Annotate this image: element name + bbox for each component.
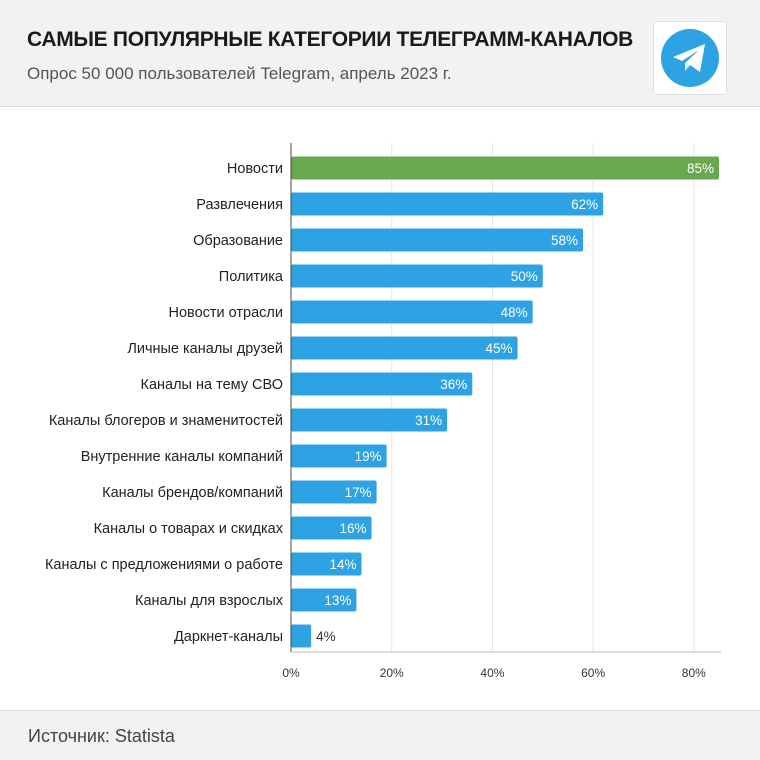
bar bbox=[291, 552, 362, 576]
bar bbox=[291, 624, 312, 648]
category-label: Каналы на тему СВО bbox=[141, 377, 284, 393]
bar bbox=[291, 336, 518, 360]
bar bbox=[291, 408, 448, 432]
bar-chart: 0% 20% 40% 60% 80% Новости 85% Развлечения 62% Об… bbox=[45, 143, 721, 680]
value-label: 17% bbox=[345, 485, 372, 500]
value-label: 50% bbox=[511, 269, 538, 284]
grid-lines bbox=[391, 143, 695, 652]
x-tick-label: 40% bbox=[480, 666, 504, 680]
x-tick-label: 60% bbox=[581, 666, 605, 680]
category-label: Новости отрасли bbox=[169, 305, 284, 321]
axes bbox=[290, 143, 721, 653]
bar bbox=[291, 264, 543, 288]
value-label: 45% bbox=[486, 341, 513, 356]
chart-footer: Источник: Statista bbox=[0, 710, 760, 760]
bar bbox=[291, 300, 533, 324]
category-label: Новости bbox=[227, 161, 283, 177]
category-label: Каналы с предложениями о работе bbox=[45, 557, 283, 573]
value-label: 16% bbox=[340, 521, 367, 536]
category-label: Каналы брендов/компаний bbox=[102, 485, 283, 501]
value-label: 48% bbox=[501, 305, 528, 320]
logo-circle bbox=[661, 29, 719, 87]
value-label: 85% bbox=[687, 161, 714, 176]
category-label: Личные каналы друзей bbox=[127, 341, 283, 357]
value-label: 13% bbox=[324, 593, 351, 608]
value-label: 58% bbox=[551, 233, 578, 248]
bar bbox=[291, 228, 584, 252]
category-label: Даркнет-каналы bbox=[174, 629, 283, 645]
category-label: Каналы блогеров и знаменитостей bbox=[49, 413, 283, 429]
bar bbox=[291, 192, 604, 216]
bar bbox=[291, 516, 372, 540]
category-label: Внутренние каналы компаний bbox=[81, 449, 283, 465]
category-label: Развлечения bbox=[196, 197, 283, 213]
x-tick-label: 0% bbox=[282, 666, 300, 680]
x-tick-label: 80% bbox=[682, 666, 706, 680]
source-note: Источник: Statista bbox=[28, 726, 175, 746]
chart-header: САМЫЕ ПОПУЛЯРНЫЕ КАТЕГОРИИ ТЕЛЕГРАММ-КАН… bbox=[0, 0, 760, 107]
bar bbox=[291, 480, 377, 504]
value-label: 36% bbox=[440, 377, 467, 392]
bar bbox=[291, 588, 357, 612]
bar bbox=[291, 372, 473, 396]
chart-subtitle: Опрос 50 000 пользователей Telegram, апр… bbox=[27, 64, 452, 83]
value-label: 4% bbox=[316, 629, 336, 644]
telegram-logo-icon bbox=[653, 21, 727, 95]
bar bbox=[291, 156, 719, 180]
bar bbox=[291, 444, 387, 468]
paper-plane-shape bbox=[673, 44, 705, 72]
labels: 0% 20% 40% 60% 80% Новости 85% Развлечения 62% Об… bbox=[45, 161, 714, 680]
value-label: 19% bbox=[355, 449, 382, 464]
paper-plane-fold bbox=[685, 63, 690, 71]
category-label: Образование bbox=[193, 233, 283, 249]
category-label: Каналы о товарах и скидках bbox=[94, 521, 284, 537]
value-label: 14% bbox=[329, 557, 356, 572]
category-label: Политика bbox=[219, 269, 284, 285]
bars bbox=[291, 156, 719, 648]
chart-title: САМЫЕ ПОПУЛЯРНЫЕ КАТЕГОРИИ ТЕЛЕГРАММ-КАН… bbox=[27, 28, 634, 51]
category-label: Каналы для взрослых bbox=[135, 593, 284, 609]
value-label: 62% bbox=[571, 197, 598, 212]
x-tick-label: 20% bbox=[380, 666, 404, 680]
value-label: 31% bbox=[415, 413, 442, 428]
